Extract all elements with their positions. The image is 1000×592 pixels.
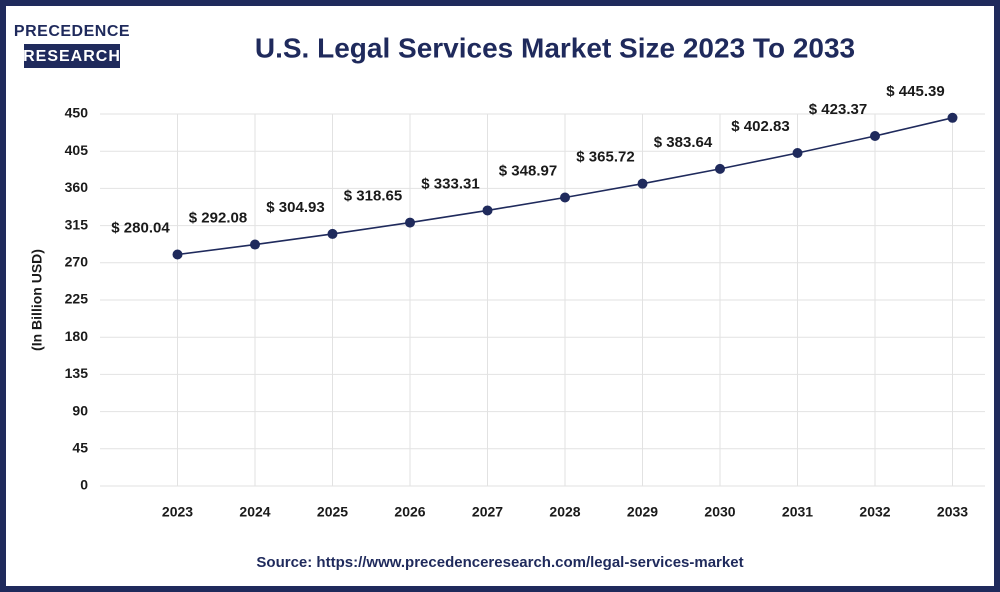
data-label: $ 280.04 (111, 219, 170, 236)
point (172, 249, 183, 260)
data-label: $ 365.72 (576, 149, 634, 166)
data-label: $ 318.65 (344, 188, 402, 205)
chart-title: U.S. Legal Services Market Size 2023 To … (255, 32, 855, 63)
point (482, 205, 493, 216)
y-tick-label: 135 (65, 365, 89, 381)
y-tick-label: 270 (65, 254, 89, 270)
point (560, 192, 570, 203)
logo-line: RESEARCH (23, 48, 121, 65)
x-tick-label: 2024 (239, 504, 270, 520)
x-tick-label: 2026 (394, 504, 425, 520)
x-tick-label: 2029 (627, 504, 658, 520)
point (947, 112, 958, 123)
y-tick-label: 180 (65, 328, 89, 344)
x-tick-label: 2030 (704, 504, 735, 520)
x-tick-label: 2028 (549, 504, 580, 520)
logo-line: PRECEDENCE (14, 23, 130, 40)
data-label: $ 402.83 (731, 118, 789, 135)
data-label: $ 333.31 (421, 175, 479, 192)
y-tick-label: 45 (72, 440, 88, 456)
y-tick-label: 0 (80, 477, 88, 493)
x-tick-label: 2032 (859, 504, 890, 520)
x-tick-label: 2023 (162, 504, 193, 520)
point (870, 131, 880, 142)
point (792, 147, 803, 158)
data-label: $ 304.93 (266, 199, 324, 216)
data-label: $ 445.39 (886, 83, 944, 100)
y-tick-label: 360 (65, 179, 89, 195)
x-tick-label: 2025 (317, 504, 348, 520)
y-axis-label: (In Billion USD) (29, 249, 45, 351)
y-tick-label: 405 (65, 142, 89, 158)
x-tick-label: 2027 (472, 504, 503, 520)
data-label: $ 348.97 (499, 162, 557, 179)
point (327, 228, 338, 239)
point (405, 217, 415, 228)
x-tick-label: 2031 (782, 504, 813, 520)
point (715, 163, 725, 174)
y-tick-label: 225 (65, 291, 89, 307)
y-tick-label: 450 (65, 105, 89, 121)
y-tick-label: 315 (65, 216, 89, 232)
data-label: $ 292.08 (189, 210, 247, 227)
source: Source: https://www.precedenceresearch.c… (256, 554, 743, 571)
x-tick-label: 2033 (937, 504, 968, 520)
point (250, 239, 260, 250)
data-label: $ 423.37 (809, 101, 867, 118)
y-tick-label: 90 (72, 402, 88, 418)
point (637, 178, 648, 189)
logo-band (24, 44, 120, 68)
data-label: $ 383.64 (654, 134, 713, 151)
